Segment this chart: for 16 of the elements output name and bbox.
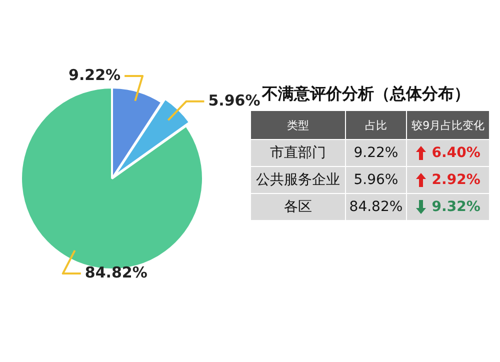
data-label: 5.96% bbox=[208, 91, 260, 110]
data-label: 9.22% bbox=[68, 66, 121, 84]
data-label: 84.82% bbox=[84, 263, 148, 282]
text: 9.32% bbox=[432, 199, 480, 215]
text: 较9月占比变化 bbox=[406, 110, 490, 140]
text: 5.96% bbox=[345, 166, 407, 194]
text: 各区 bbox=[250, 194, 346, 220]
text: 类型 bbox=[250, 110, 346, 140]
text: 公共服务企业 bbox=[250, 166, 346, 194]
text: 市直部门 bbox=[250, 140, 346, 166]
text: 9.22% bbox=[345, 140, 407, 166]
text: 占比 bbox=[345, 110, 407, 140]
text: 84.82% bbox=[345, 194, 407, 220]
text: 不满意评价分析（总体分布） bbox=[262, 84, 470, 105]
text: 2.92% bbox=[432, 172, 480, 188]
text: 6.40% bbox=[432, 145, 480, 161]
